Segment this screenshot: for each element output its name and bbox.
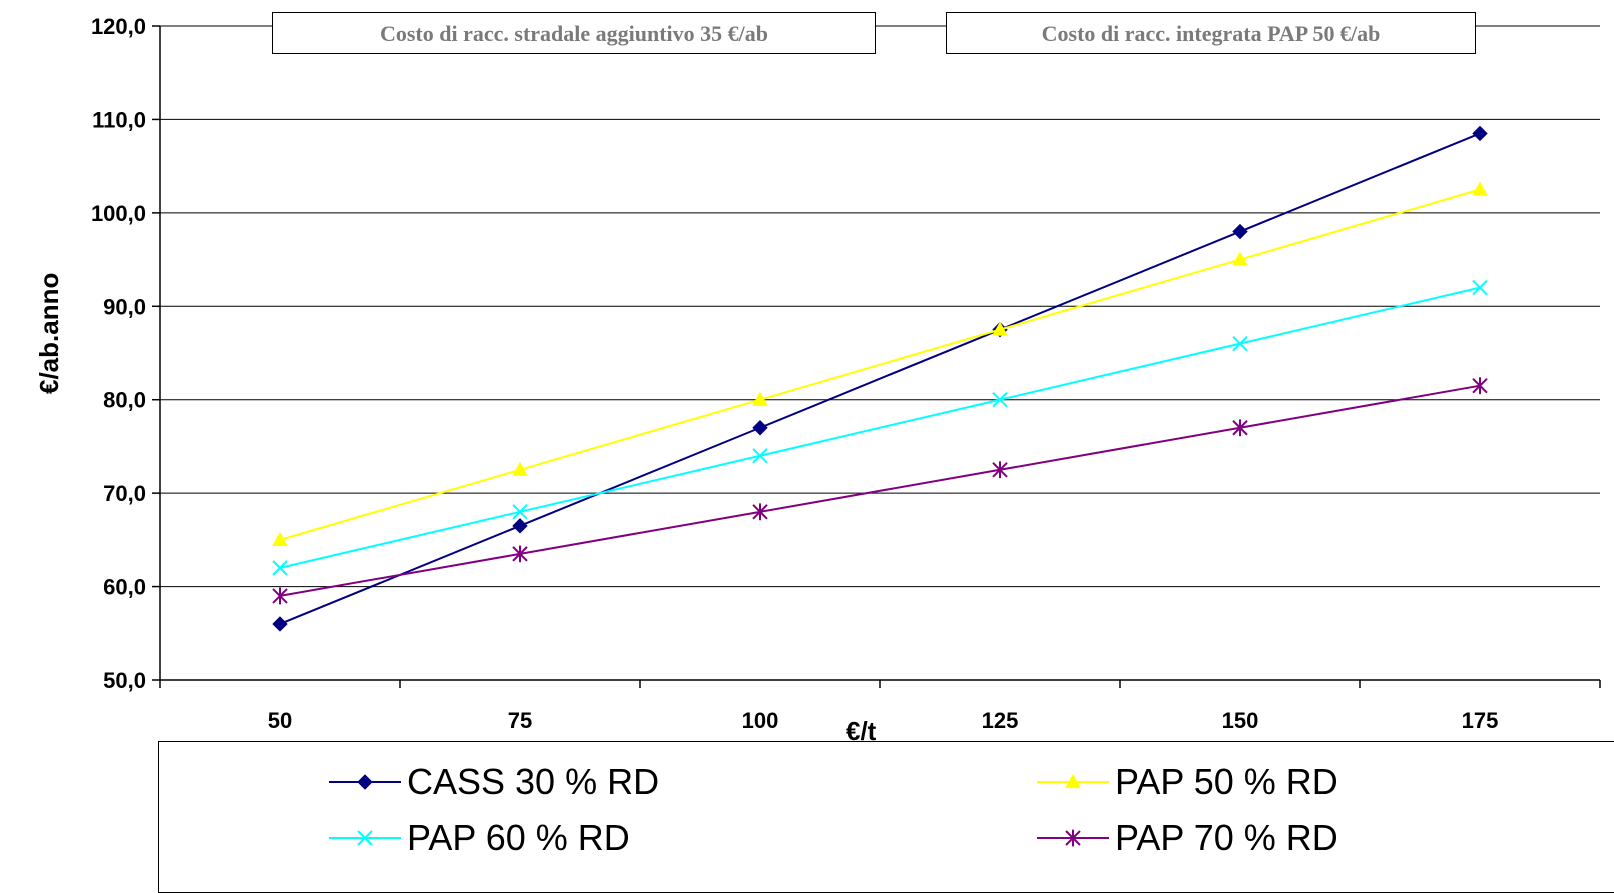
y-tick-label: 120,0 [91, 14, 146, 39]
gridlines [160, 25, 1600, 588]
axes [152, 25, 1601, 688]
legend-label-pap-50: PAP 50 % RD [1115, 761, 1338, 802]
data-point [992, 392, 1008, 408]
y-tick-labels: 50,0 60,0 70,0 80,0 90,0 100,0 110,0 120,0 [91, 14, 146, 693]
legend-swatch-pap-70 [1037, 829, 1109, 847]
series-line [279, 384, 1481, 597]
data-point [272, 587, 288, 605]
y-tick-label: 100,0 [91, 201, 146, 226]
data-point [272, 616, 288, 632]
series-2 [272, 279, 1488, 576]
series-line [279, 286, 1481, 569]
data-point [1232, 251, 1248, 266]
legend-item-pap-60: PAP 60 % RD [329, 817, 630, 858]
y-tick-label: 60,0 [103, 575, 146, 600]
legend-swatch-pap-50 [1037, 773, 1109, 789]
x-tick-label: 125 [982, 708, 1019, 733]
annotation-street-collection-cost: Costo di racc. stradale aggiuntivo 35 €/… [272, 12, 876, 54]
data-point [1232, 419, 1248, 437]
y-tick-label: 50,0 [103, 668, 146, 693]
data-point [1232, 335, 1248, 352]
legend-marker [1065, 773, 1081, 789]
data-point [752, 448, 768, 464]
data-point [1232, 223, 1248, 240]
data-point [1472, 125, 1488, 142]
x-tick-label: 175 [1462, 708, 1499, 733]
legend: CASS 30 % RD PAP 50 % RD PAP 60 % RD PAP… [158, 741, 1614, 893]
x-tick-label: 50 [268, 708, 292, 733]
data-point [512, 518, 528, 534]
x-tick-labels: 50 75 100 125 150 175 [268, 708, 1499, 733]
y-tick-label: 70,0 [103, 481, 146, 506]
data-point [512, 545, 528, 563]
y-axis-label: €/ab.anno [34, 272, 64, 394]
legend-label-cass-30: CASS 30 % RD [407, 761, 660, 802]
legend-marker [357, 830, 373, 846]
x-tick-label: 150 [1222, 708, 1259, 733]
data-point [1472, 377, 1488, 395]
data-point [992, 321, 1008, 336]
data-point [272, 531, 288, 546]
legend-label-pap-60: PAP 60 % RD [407, 817, 630, 858]
legend-swatch-pap-60 [329, 830, 401, 846]
series-0 [272, 125, 1488, 632]
legend-marker [1065, 829, 1081, 847]
legend-item-pap-70: PAP 70 % RD [1037, 817, 1338, 858]
legend-item-cass-30: CASS 30 % RD [329, 761, 660, 802]
data-point [1472, 279, 1488, 296]
series-line [279, 188, 1481, 541]
y-tick-label: 80,0 [103, 388, 146, 413]
data-point [992, 461, 1008, 479]
series-group [272, 125, 1488, 632]
data-point [752, 503, 768, 521]
legend-swatch-cass-30 [329, 774, 401, 790]
annotation-integrated-pap-cost: Costo di racc. integrata PAP 50 €/ab [946, 12, 1476, 54]
series-line [279, 132, 1481, 625]
data-point [512, 461, 528, 476]
x-tick-label: 100 [742, 708, 779, 733]
legend-item-pap-50: PAP 50 % RD [1037, 761, 1338, 802]
x-tick-label: 75 [508, 708, 532, 733]
data-point [1472, 181, 1488, 196]
y-tick-label: 110,0 [92, 107, 146, 132]
legend-label-pap-70: PAP 70 % RD [1115, 817, 1338, 858]
data-point [752, 420, 768, 436]
legend-marker [357, 774, 373, 790]
data-point [272, 560, 288, 576]
series-1 [272, 181, 1488, 546]
y-tick-label: 90,0 [103, 294, 146, 319]
series-3 [272, 377, 1488, 605]
data-point [512, 504, 528, 520]
data-point [752, 391, 768, 406]
